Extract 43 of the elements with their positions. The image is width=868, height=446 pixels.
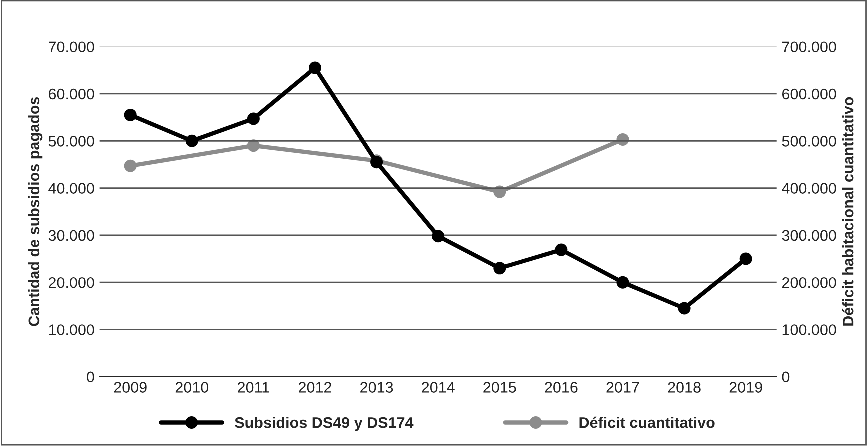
y2-tick-label: 100.000 (782, 324, 836, 336)
y2-tick-label: 200.000 (782, 277, 836, 288)
point (247, 112, 260, 126)
y-tick-label: 30.000 (48, 230, 94, 242)
y-tick-label: 60.000 (49, 88, 94, 100)
point (308, 62, 322, 74)
x-tick-label: 2012 (299, 382, 332, 393)
point (124, 108, 137, 122)
x-tick-label: 2014 (422, 382, 455, 393)
y2-tick-label: 600.000 (782, 88, 836, 100)
x-tick-label: 2013 (360, 382, 394, 393)
x-tick-label: 2009 (114, 382, 147, 393)
x-tick-label: 2016 (545, 382, 578, 393)
y2-tick-label: 700.000 (782, 42, 836, 53)
point (247, 140, 260, 152)
legend-label: Subsidios DS49 y DS174 (235, 417, 414, 432)
x-tick-label: 2011 (238, 382, 270, 393)
legend-label: Déficit cuantitativo (580, 416, 715, 428)
x-tick-label: 2015 (484, 382, 516, 393)
y2-tick-label: 300.000 (782, 230, 836, 242)
y-tick-label: 40.000 (48, 183, 94, 194)
y2-tick-label: 400.000 (782, 183, 836, 194)
y-tick-label: 10.000 (49, 324, 94, 336)
point (432, 230, 445, 243)
y-tick-label: 70.000 (49, 42, 94, 53)
point (494, 262, 506, 275)
x-tick-label: 2018 (668, 382, 701, 393)
y2-tick-label: 500.000 (782, 136, 836, 147)
point (678, 302, 691, 315)
point (740, 252, 752, 266)
point (555, 244, 568, 256)
point (616, 276, 630, 289)
y-tick-label: 20.000 (49, 277, 94, 288)
y-axis-title: Cantidad de subsidios pagados (28, 97, 43, 326)
y-tick-label: 0 (87, 372, 94, 383)
x-tick-label: 2019 (730, 382, 762, 393)
y2-axis-title: Déficit habitacional cuantitativo (842, 97, 854, 326)
y-tick-label: 50.000 (48, 136, 94, 147)
x-tick-label: 2017 (606, 382, 640, 393)
point (186, 134, 198, 148)
x-tick-label: 2010 (176, 382, 209, 393)
point (124, 160, 137, 172)
y2-tick-label: 0 (782, 372, 790, 383)
